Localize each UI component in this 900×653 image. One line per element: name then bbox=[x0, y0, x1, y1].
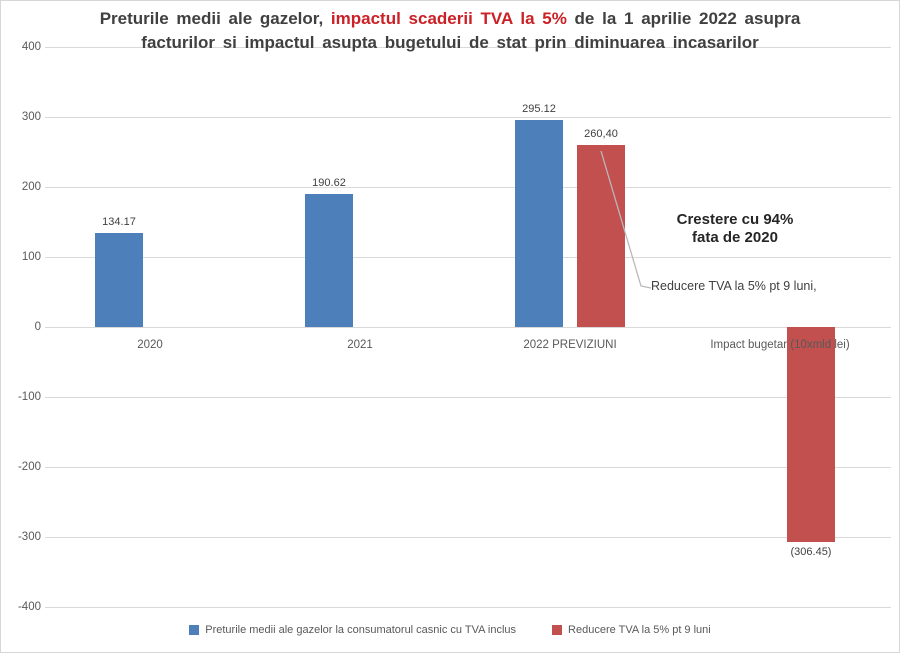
gridline bbox=[45, 326, 891, 328]
value-label: 260,40 bbox=[584, 127, 618, 140]
category-label: 2020 bbox=[137, 339, 163, 351]
legend-swatch bbox=[552, 625, 563, 635]
bar bbox=[95, 233, 143, 327]
bar bbox=[577, 144, 625, 327]
value-label: (306.45) bbox=[790, 545, 832, 558]
category-label: Impact bugetar (10xmld lei) bbox=[710, 339, 850, 351]
title-text-part3: de la 1 aprilie 2022 asupra bbox=[566, 9, 801, 28]
gridline bbox=[45, 46, 891, 48]
y-axis-tick-label: -400 bbox=[17, 601, 41, 613]
growth-annotation: Crestere cu 94% fata de 2020 bbox=[619, 211, 851, 247]
y-axis-tick-label: 0 bbox=[34, 321, 41, 333]
y-axis-tick-label: 400 bbox=[21, 41, 41, 53]
gridline bbox=[45, 606, 891, 608]
bar bbox=[787, 327, 835, 542]
y-axis-tick-label: 200 bbox=[21, 181, 41, 193]
chart-title: Preturile medii ale gazelor, impactul sc… bbox=[1, 7, 899, 55]
legend-item: Preturile medii ale gazelor la consumato… bbox=[189, 623, 516, 637]
y-axis-tick-label: 300 bbox=[21, 111, 41, 123]
title-line2: facturilor si impactul asupta bugetului … bbox=[141, 33, 759, 52]
y-axis-tick-label: -200 bbox=[17, 461, 41, 473]
gridline bbox=[45, 186, 891, 188]
value-label: 295.12 bbox=[522, 103, 556, 116]
y-axis-tick-label: -300 bbox=[17, 531, 41, 543]
gridline bbox=[45, 116, 891, 118]
gridline bbox=[45, 256, 891, 258]
callout-text: Reducere TVA la 5% pt 9 luni, bbox=[651, 279, 817, 293]
legend-swatch bbox=[189, 625, 200, 635]
bar bbox=[515, 120, 563, 327]
value-label: 190.62 bbox=[312, 176, 346, 189]
gridline bbox=[45, 466, 891, 468]
legend-label: Reducere TVA la 5% pt 9 luni bbox=[568, 624, 711, 636]
category-label: 2021 bbox=[347, 339, 373, 351]
growth-annotation-line1: Crestere cu 94% bbox=[676, 211, 794, 228]
category-label: 2022 PREVIZIUNI bbox=[523, 339, 617, 351]
y-axis-tick-label: -100 bbox=[17, 391, 41, 403]
value-label: 134.17 bbox=[102, 216, 136, 229]
y-axis-tick-label: 100 bbox=[21, 251, 41, 263]
title-highlight: impactul scaderii TVA la 5% bbox=[330, 9, 567, 28]
legend-label: Preturile medii ale gazelor la consumato… bbox=[205, 624, 517, 636]
gridline bbox=[45, 396, 891, 398]
title-text-part1: Preturile medii ale gazelor, bbox=[99, 9, 331, 28]
growth-annotation-line2: fata de 2020 bbox=[692, 229, 778, 246]
legend: Preturile medii ale gazelor la consumato… bbox=[1, 623, 899, 637]
gridline bbox=[45, 536, 891, 538]
bar bbox=[305, 193, 353, 327]
legend-item: Reducere TVA la 5% pt 9 luni bbox=[552, 623, 711, 637]
